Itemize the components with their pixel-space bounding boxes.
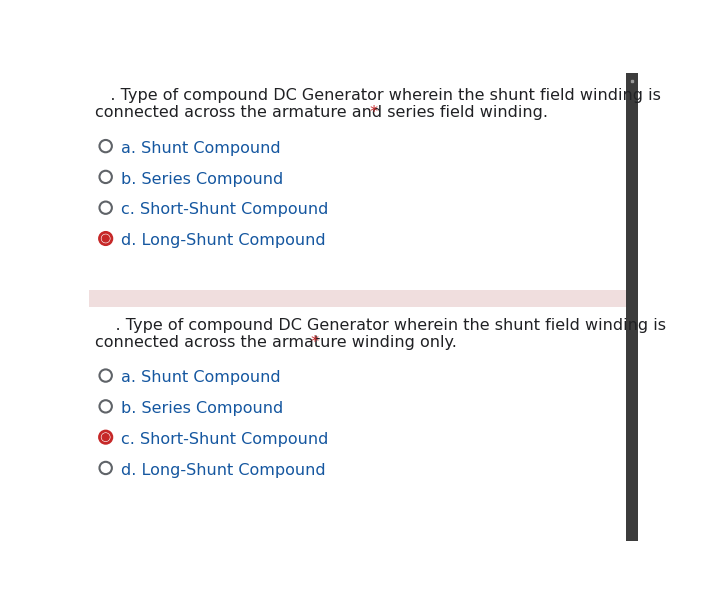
Text: *: * xyxy=(306,335,320,350)
Circle shape xyxy=(102,434,109,441)
Text: *: * xyxy=(366,105,379,120)
Text: d. Long-Shunt Compound: d. Long-Shunt Compound xyxy=(121,463,326,477)
Text: . Type of compound DC Generator wherein the shunt field winding is: . Type of compound DC Generator wherein … xyxy=(95,88,661,103)
Text: d. Long-Shunt Compound: d. Long-Shunt Compound xyxy=(121,233,326,248)
Text: c. Short-Shunt Compound: c. Short-Shunt Compound xyxy=(121,202,328,217)
Text: a. Shunt Compound: a. Shunt Compound xyxy=(121,370,281,385)
Text: connected across the armature winding only.: connected across the armature winding on… xyxy=(95,335,457,350)
Text: c. Short-Shunt Compound: c. Short-Shunt Compound xyxy=(121,432,328,447)
Bar xyxy=(89,290,626,307)
Text: b. Series Compound: b. Series Compound xyxy=(121,171,284,187)
Text: a. Shunt Compound: a. Shunt Compound xyxy=(121,140,281,156)
Circle shape xyxy=(102,235,109,242)
Text: b. Series Compound: b. Series Compound xyxy=(121,401,284,416)
Text: . Type of compound DC Generator wherein the shunt field winding is: . Type of compound DC Generator wherein … xyxy=(95,318,666,333)
Bar xyxy=(626,73,638,541)
Text: connected across the armature and series field winding.: connected across the armature and series… xyxy=(95,105,548,120)
